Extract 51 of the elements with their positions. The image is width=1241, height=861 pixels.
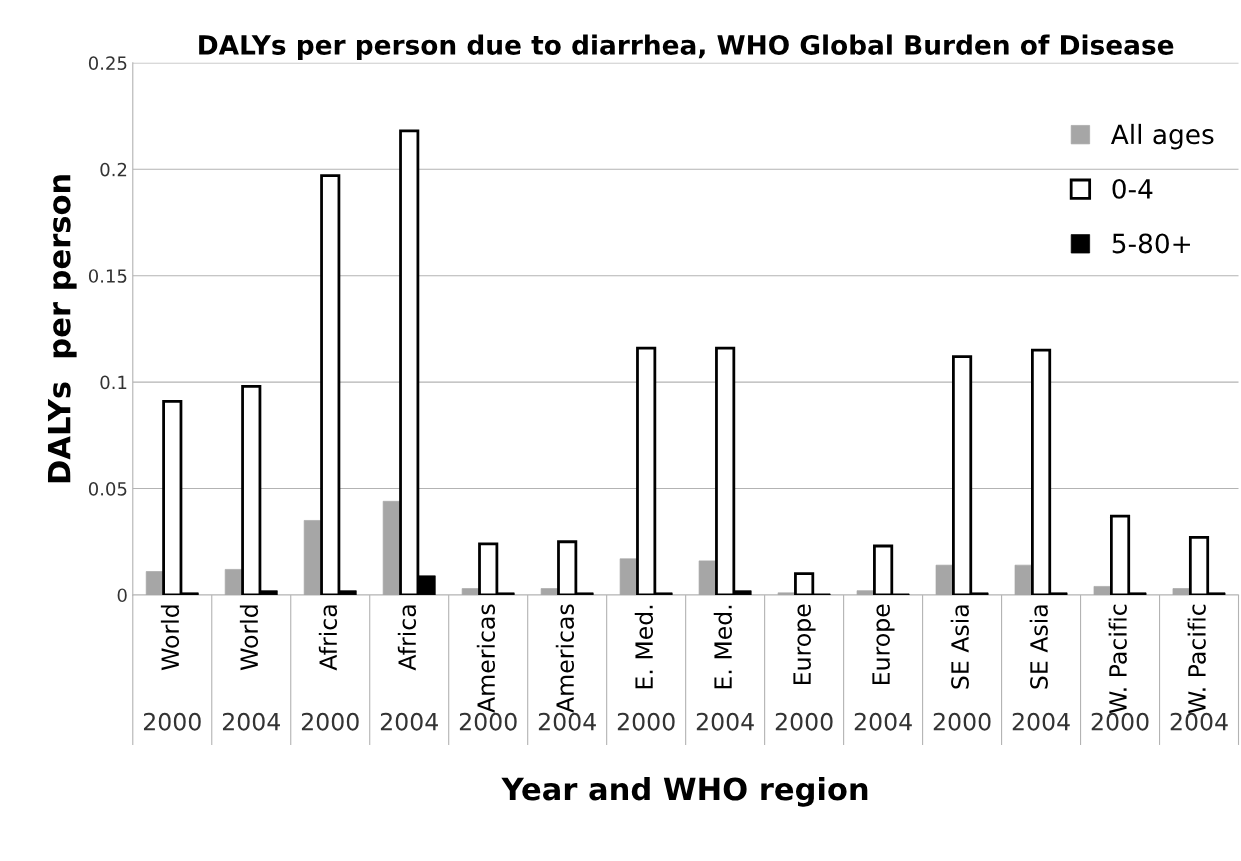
text: 2004 — [854, 712, 912, 731]
legend-label: 0-4 — [1112, 178, 1153, 199]
text: 2004 — [222, 712, 280, 731]
x-tick-label: SE Asia — [950, 605, 969, 689]
bar — [461, 588, 480, 595]
x-tick-label: Americas — [555, 604, 575, 713]
bar — [1093, 586, 1112, 595]
text: 2000 — [1091, 712, 1149, 731]
text: 2004 — [696, 712, 754, 731]
x-tick-label: World — [160, 605, 180, 671]
text: 2004 — [1170, 712, 1228, 731]
bar — [1172, 588, 1191, 595]
x-tick-label: W. Pacific — [1187, 604, 1206, 714]
y-tick-label: 0.15 — [88, 269, 127, 283]
bar — [1014, 564, 1033, 595]
y-tick-label: 0.1 — [100, 375, 127, 390]
bar — [856, 590, 875, 595]
text: 2000 — [617, 712, 675, 731]
x-tick-label: Africa — [397, 605, 417, 671]
text: 2000 — [933, 712, 991, 731]
x-tick-label: E. Med. — [713, 605, 732, 689]
text: 2004 — [538, 712, 596, 731]
bar — [777, 592, 796, 595]
legend-label: 5-80+ — [1112, 233, 1190, 254]
x-tick-label: Americas — [476, 604, 496, 713]
x-tick-label: W. Pacific — [1108, 604, 1127, 714]
text: 2000 — [775, 712, 833, 731]
legend-label: All ages — [1110, 123, 1214, 150]
chart-title: DALYs per person due to diarrhea, WHO Global Burden of Disease — [199, 34, 1174, 61]
text: 2000 — [143, 712, 201, 731]
bar — [698, 560, 717, 595]
y-tick-label: 0.25 — [88, 56, 127, 70]
x-tick-label: Europe — [793, 604, 816, 684]
y-tick-label: 0 — [117, 588, 127, 603]
y-tick-label: 0.05 — [88, 481, 127, 496]
x-tick-label: Africa — [318, 605, 338, 671]
x-tick-label: E. Med. — [634, 605, 654, 689]
y-axis-title: DALYs per person — [47, 175, 77, 483]
text: 2000 — [301, 712, 359, 731]
bar — [619, 558, 638, 595]
x-tick-label: World — [239, 605, 259, 671]
y-tick-label: 0.2 — [100, 162, 127, 177]
x-tick-label: SE Asia — [1029, 605, 1048, 689]
bar — [540, 588, 559, 595]
text: 2004 — [380, 712, 438, 731]
text: 2004 — [1012, 712, 1070, 731]
x-axis-title: Year and WHO region — [501, 776, 868, 807]
bar — [935, 564, 954, 595]
x-tick-label: Europe — [872, 604, 895, 684]
text: 2000 — [459, 712, 517, 731]
bar — [145, 571, 164, 595]
